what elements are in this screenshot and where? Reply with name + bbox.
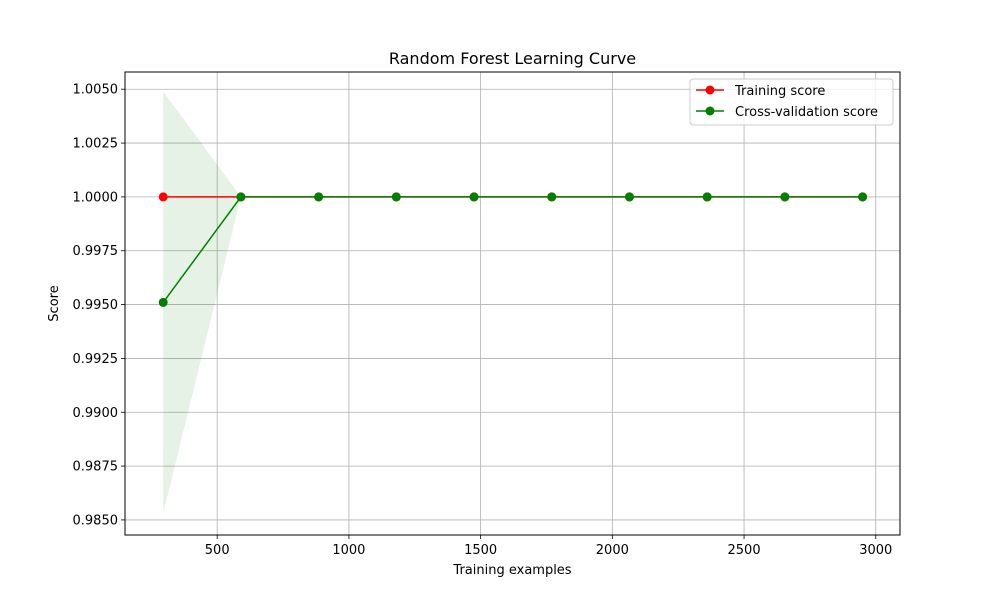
x-tick-label: 2000 [596, 543, 629, 558]
y-tick-label: 0.9850 [73, 513, 119, 528]
point-cv [858, 192, 868, 202]
point-cv [702, 192, 712, 202]
x-tick-label: 1500 [464, 543, 497, 558]
point-cv [314, 192, 324, 202]
legend-marker-cv [705, 106, 715, 116]
x-tick-label: 2500 [728, 543, 761, 558]
point-cv [158, 297, 168, 307]
x-axis-ticks: 500 1000 1500 2000 2500 3000 [205, 535, 892, 558]
point-cv [469, 192, 479, 202]
point-training [158, 192, 168, 202]
x-tick-label: 500 [205, 543, 230, 558]
y-axis-title: Score [47, 285, 62, 321]
point-cv [547, 192, 557, 202]
y-axis-ticks: 0.9850 0.9875 0.9900 0.9925 0.9950 0.9975 1.00… [73, 83, 125, 528]
y-tick-label: 0.9875 [73, 460, 119, 475]
y-tick-label: 0.9950 [73, 298, 119, 313]
point-cv [236, 192, 246, 202]
line-cv [162, 196, 863, 303]
plot-area-background [125, 72, 900, 535]
point-cv [780, 192, 790, 202]
y-tick-label: 1.0000 [73, 190, 119, 205]
series-lines [162, 196, 863, 303]
legend-label-training: Training score [734, 84, 825, 99]
y-tick-label: 0.9975 [73, 244, 119, 259]
chart-title: Random Forest Learning Curve [389, 49, 636, 68]
legend: Training score Cross-validation score [689, 78, 894, 126]
y-tick-label: 1.0050 [73, 83, 119, 98]
legend-marker-training [705, 85, 715, 95]
y-tick-label: 0.9900 [73, 406, 119, 421]
y-tick-label: 0.9925 [73, 352, 119, 367]
legend-label-cv: Cross-validation score [735, 105, 878, 120]
point-cv [624, 192, 634, 202]
series-points [158, 192, 868, 307]
legend-box [689, 78, 894, 126]
point-cv [391, 192, 401, 202]
grid-lines [125, 72, 900, 535]
plot-frame [124, 71, 901, 536]
x-axis-title: Training examples [452, 563, 571, 578]
x-tick-label: 3000 [859, 543, 892, 558]
y-tick-label: 1.0025 [73, 137, 119, 152]
x-tick-label: 1000 [332, 543, 365, 558]
